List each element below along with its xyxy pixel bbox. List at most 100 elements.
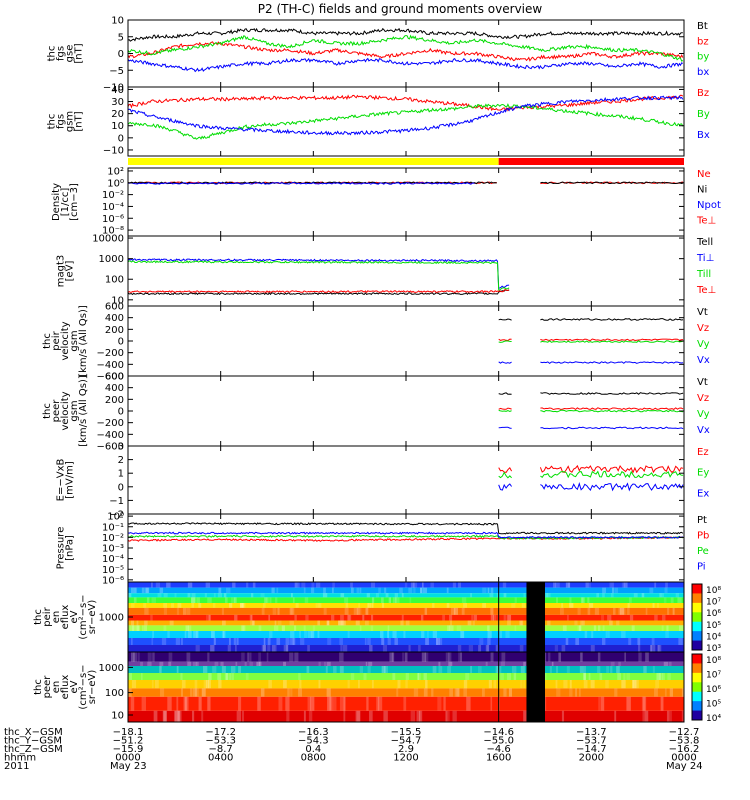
spectrogram-texture — [591, 631, 594, 638]
spectrogram-texture — [562, 625, 567, 631]
spectrogram-texture — [224, 673, 228, 680]
spectrogram-texture — [192, 661, 197, 666]
series-line-Te⊥ — [127, 289, 510, 294]
spectrogram-texture — [299, 680, 302, 689]
spectrogram-texture — [457, 645, 462, 652]
spectrogram-texture — [290, 688, 293, 697]
spectrogram-texture — [421, 652, 427, 662]
spectrogram-texture — [683, 603, 689, 608]
data-gap — [526, 652, 545, 722]
spectrogram-texture — [294, 582, 298, 588]
spectrogram-texture — [283, 661, 286, 666]
spectrogram-texture — [258, 625, 262, 631]
spectrogram-texture — [638, 645, 641, 652]
spectrogram-texture — [667, 673, 671, 680]
spectrogram-texture — [187, 625, 192, 631]
y-tick-label: 0 — [118, 49, 124, 60]
spectrogram-texture — [144, 607, 149, 615]
spectrogram-texture — [574, 620, 578, 626]
spectrogram-texture — [496, 593, 500, 598]
spectrogram-texture — [350, 587, 354, 594]
spectrogram-texture — [159, 688, 165, 697]
spectrogram-texture — [162, 710, 167, 722]
spectrogram-texture — [258, 652, 262, 662]
spectrogram-texture — [420, 587, 423, 594]
spectrogram-texture — [260, 688, 265, 697]
spectrogram-texture — [670, 597, 674, 603]
spectrogram-texture — [285, 638, 290, 645]
y-tick-label: 10⁰ — [107, 178, 124, 189]
spectrogram-texture — [569, 680, 572, 689]
spectrogram-texture — [289, 620, 294, 626]
spectrogram-texture — [664, 688, 667, 697]
colorbar-segment — [692, 701, 702, 712]
spectrogram-texture — [637, 638, 641, 645]
spectrogram-texture — [580, 652, 583, 662]
y-tick-label: 600 — [105, 372, 124, 383]
spectrogram-texture — [493, 614, 497, 621]
spectrogram-texture — [450, 661, 453, 666]
spectrogram-texture — [594, 607, 600, 615]
spectrogram-texture — [602, 638, 606, 645]
spectrogram-texture — [413, 587, 416, 594]
spectrogram-texture — [601, 614, 604, 621]
spectrogram-texture — [392, 673, 396, 680]
spectrogram-texture — [151, 582, 153, 588]
spectrogram-texture — [256, 661, 260, 666]
spectrogram-texture — [545, 593, 549, 598]
series-line-Vx — [540, 361, 684, 365]
y-tick-label: 40 — [111, 85, 124, 96]
spectrogram-texture — [449, 688, 453, 697]
spectrogram-texture — [514, 625, 517, 631]
series-line-Ez — [498, 466, 513, 473]
spectrogram-texture — [350, 582, 353, 588]
spectrogram-texture — [271, 587, 275, 594]
legend-entry: Ez — [697, 447, 709, 458]
spectrogram-texture — [167, 631, 170, 638]
spectrogram-texture — [231, 673, 234, 680]
spectrogram-texture — [503, 614, 506, 621]
spectrogram-texture — [565, 638, 569, 645]
spectrogram-texture — [611, 582, 614, 588]
spectrogram-texture — [185, 625, 189, 631]
spectrogram-texture — [588, 603, 594, 608]
spectrogram-texture — [609, 582, 613, 588]
spectrogram-texture — [463, 688, 468, 697]
spectrogram-texture — [136, 620, 139, 626]
spectrogram-texture — [505, 631, 510, 638]
legend-entry: Te⊥ — [696, 285, 716, 296]
spectrogram-texture — [318, 680, 321, 689]
spectrogram-texture — [364, 638, 367, 645]
series-line-Vy — [540, 340, 684, 343]
spectrogram-texture — [644, 710, 649, 722]
spectrogram-texture — [249, 661, 253, 666]
spectrogram-texture — [445, 710, 448, 722]
spectrogram-texture — [153, 710, 158, 722]
axis-label: [km/s (All Qs)] — [78, 375, 89, 447]
legend-entry: Vz — [697, 393, 709, 404]
spectrogram-texture — [327, 661, 331, 666]
spectrogram-texture — [191, 597, 196, 603]
legend-entry: Ni — [697, 185, 707, 196]
axis-label: velocity — [60, 321, 71, 360]
panel-frame — [127, 305, 685, 377]
spectrogram-texture — [487, 625, 490, 631]
spectrogram-texture — [238, 666, 242, 673]
panel-frame — [127, 167, 685, 237]
quality-flag-segment — [498, 158, 684, 165]
series-line-by — [127, 34, 684, 62]
spectrogram-texture — [548, 652, 551, 662]
spectrogram-texture — [559, 607, 564, 615]
y-tick-label: 10 — [111, 16, 124, 27]
footer-value: 0000 — [671, 753, 696, 764]
spectrogram-texture — [549, 666, 552, 673]
spectrogram-texture — [672, 607, 675, 615]
spectrogram-texture — [315, 603, 320, 608]
y-tick-label: 0 — [118, 482, 124, 493]
spectrogram-texture — [130, 696, 135, 711]
colorbar-frame — [691, 653, 703, 721]
spectrogram-texture — [385, 593, 389, 598]
spectrogram-texture — [621, 582, 625, 588]
series-line-Vt — [540, 392, 684, 395]
legend-entry: Ne — [697, 169, 711, 180]
